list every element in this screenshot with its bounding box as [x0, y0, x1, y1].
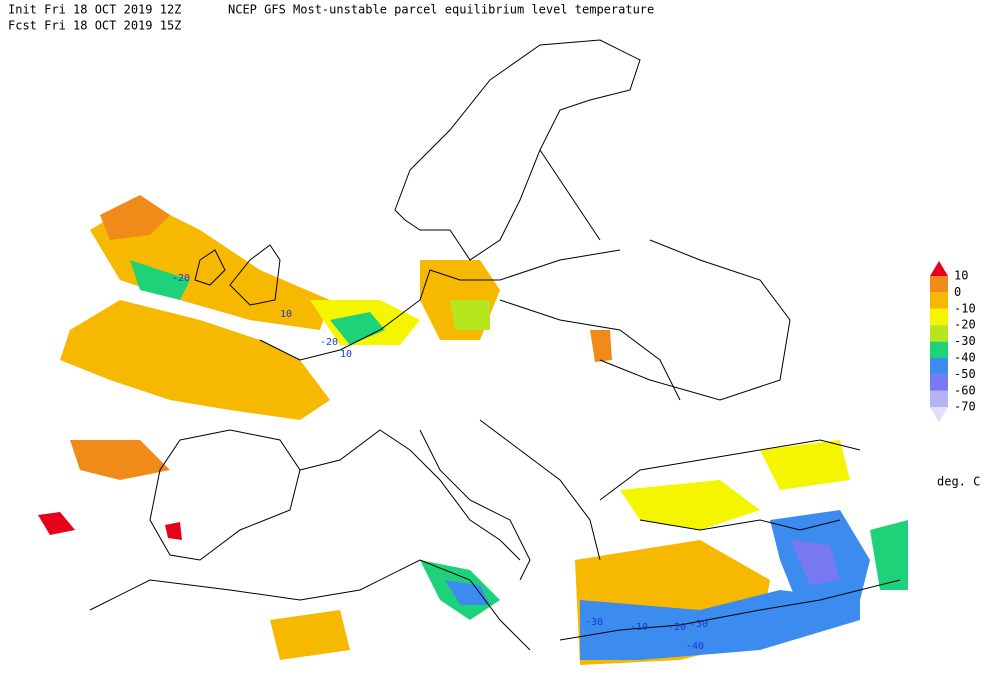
legend-label: -40: [954, 351, 976, 365]
field-patch: [60, 300, 330, 420]
field-patch: [270, 610, 350, 660]
legend-swatch: [930, 276, 948, 293]
coastline: [539, 149, 601, 241]
coastline: [639, 519, 841, 531]
coastline: [229, 244, 281, 306]
map-title: NCEP GFS Most-unstable parcel equilibriu…: [228, 3, 654, 17]
coastline: [89, 559, 531, 651]
legend-unit: deg. C: [937, 475, 980, 489]
field-patch: [445, 580, 490, 605]
coastline: [259, 249, 621, 361]
field-patch: [100, 195, 170, 240]
legend-label: -30: [954, 334, 976, 348]
contour-label: -30: [690, 619, 708, 630]
forecast-time: Fcst Fri 18 OCT 2019 15Z: [8, 19, 181, 33]
coastline: [394, 39, 641, 261]
border: [599, 239, 791, 401]
legend-label: -60: [954, 383, 976, 397]
coastline: [559, 579, 901, 641]
legend-label: -70: [954, 400, 976, 414]
legend-swatch: [930, 308, 948, 326]
coastline: [419, 429, 531, 581]
legend-swatch: [930, 390, 948, 408]
field-patch: [38, 512, 75, 535]
contour-label: 10: [340, 349, 352, 360]
field-patch: [590, 330, 612, 362]
contour-label: -20: [320, 337, 338, 348]
contour-label: 10: [280, 309, 292, 320]
field-patch: [790, 540, 840, 585]
legend-swatch: [930, 374, 948, 391]
legend: 10 0 -10 -20 -30 -40 -50 -60 -70: [930, 261, 976, 423]
coastline: [149, 429, 301, 561]
field-patch: [70, 440, 170, 480]
contour-label: -30: [585, 617, 603, 628]
legend-label: -10: [954, 301, 976, 315]
legend-swatch: [930, 325, 948, 342]
border: [499, 299, 681, 401]
field-patch: [760, 440, 850, 490]
field-patch: [450, 300, 490, 330]
coastline: [194, 249, 226, 286]
coastline: [599, 439, 861, 501]
legend-swatch: [930, 358, 948, 375]
contour-label: -20: [668, 622, 686, 633]
field-patch: [165, 522, 182, 540]
legend-swatch: [930, 292, 948, 309]
coastlines: [89, 39, 901, 651]
field-patch: [620, 480, 760, 530]
coastline: [479, 419, 601, 561]
legend-label: -20: [954, 318, 976, 332]
legend-label: 10: [954, 269, 968, 283]
legend-swatch: [930, 341, 948, 358]
field-patch: [330, 312, 385, 345]
init-time: Init Fri 18 OCT 2019 12Z: [8, 3, 181, 17]
contour-label: -10: [630, 622, 648, 633]
contour-label: -20: [172, 273, 190, 284]
field-patch: [580, 590, 860, 660]
legend-triangle-top: [930, 261, 948, 276]
legend-label: 0: [954, 285, 961, 299]
shaded-fields: [38, 195, 908, 665]
legend-triangle-bottom: [930, 407, 948, 423]
field-patch: [870, 520, 908, 590]
contour-label: -40: [686, 641, 704, 652]
legend-label: -50: [954, 367, 976, 381]
field-patch: [130, 260, 190, 300]
coastline: [299, 429, 521, 561]
